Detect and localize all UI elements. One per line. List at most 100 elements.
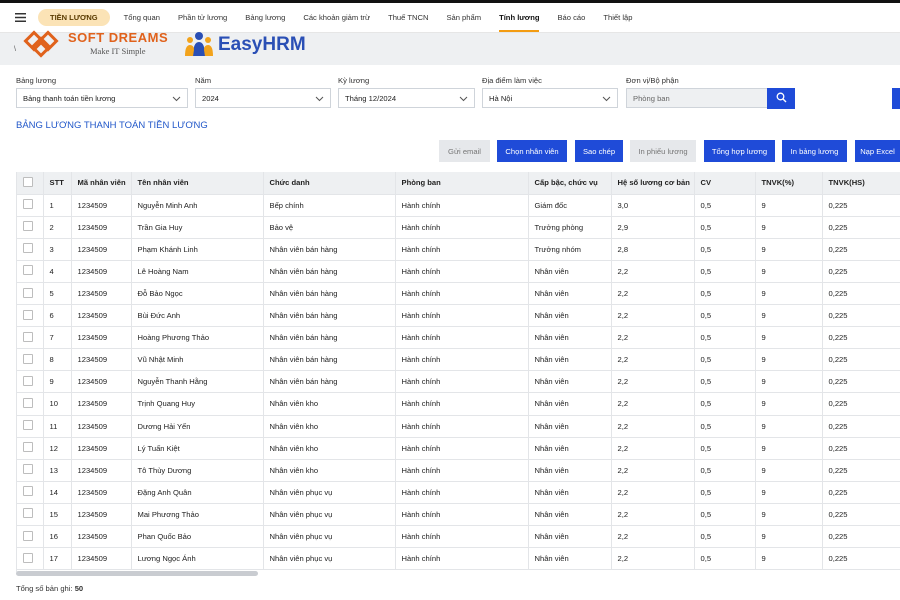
nav-thiet-lap[interactable]: Thiết lập — [603, 13, 633, 22]
cell-cv: 0,5 — [694, 326, 756, 350]
select-all-checkbox[interactable] — [17, 172, 44, 195]
cell-stt: 13 — [43, 459, 72, 482]
sao-chep-button[interactable]: Sao chép — [575, 140, 623, 162]
header-phong-ban[interactable]: Phòng ban — [395, 172, 529, 195]
softdreams-brand: SOFT DREAMS — [68, 30, 169, 45]
row-checkbox[interactable] — [17, 437, 44, 460]
don-vi-input[interactable]: Phòng ban — [626, 88, 768, 108]
table-row[interactable]: 10 1234509 Trịnh Quang Huy Nhân viên kho Hàn… — [17, 392, 900, 416]
menu-icon[interactable] — [6, 3, 34, 33]
table-row[interactable]: 15 1234509 Mai Phương Thảo Nhân viên phục v… — [17, 503, 900, 527]
row-checkbox[interactable] — [17, 238, 44, 261]
table-row[interactable]: 3 1234509 Phạm Khánh Linh Nhân viên bán hàn… — [17, 238, 900, 261]
cell-ma-nhan-vien: 1234509 — [71, 481, 132, 504]
cell-cap-bac: Trưởng nhóm — [528, 238, 612, 261]
row-checkbox[interactable] — [17, 392, 44, 416]
row-checkbox[interactable] — [17, 282, 44, 306]
nav-bang-luong[interactable]: Bảng lương — [245, 13, 286, 22]
horizontal-scrollbar[interactable] — [16, 571, 258, 576]
table-row[interactable]: 14 1234509 Đặng Anh Quân Nhân viên phục vụ H… — [17, 481, 900, 504]
row-checkbox[interactable] — [17, 326, 44, 350]
header-chuc-danh[interactable]: Chức danh — [263, 172, 396, 195]
table-row[interactable]: 6 1234509 Bùi Đức Anh Nhân viên bán hàng Hàn… — [17, 304, 900, 328]
row-checkbox[interactable] — [17, 415, 44, 438]
table-row[interactable]: 13 1234509 Tô Thùy Dương Nhân viên kho Hành … — [17, 459, 900, 482]
table-row[interactable]: 16 1234509 Phan Quốc Bảo Nhân viên phục vụ H… — [17, 525, 900, 549]
header-ten-nhan-vien[interactable]: Tên nhân viên — [131, 172, 264, 195]
row-checkbox[interactable] — [17, 194, 44, 217]
chon-nhan-vien-button[interactable]: Chọn nhân viên — [497, 140, 567, 162]
header-tnvk-hs[interactable]: TNVK(HS) — [822, 172, 900, 195]
checkbox-icon — [23, 508, 33, 519]
row-checkbox[interactable] — [17, 260, 44, 283]
gui-email-button[interactable]: Gửi email — [439, 140, 490, 162]
table-row[interactable]: 5 1234509 Đỗ Bảo Ngọc Nhân viên bán hàng Hàn… — [17, 282, 900, 306]
cell-cap-bac: Nhân viên — [528, 437, 612, 460]
row-checkbox[interactable] — [17, 503, 44, 527]
row-checkbox[interactable] — [17, 525, 44, 549]
cell-he-so-luong: 3,0 — [611, 194, 695, 217]
cell-cv: 0,5 — [694, 282, 756, 306]
module-badge[interactable]: TIỀN LƯƠNG — [38, 9, 110, 26]
header-stt[interactable]: STT — [43, 172, 72, 195]
bang-luong-select[interactable]: Bảng thanh toán tiền lương — [16, 88, 188, 108]
header-tnvk-pct[interactable]: TNVK(%) — [755, 172, 823, 195]
table-row[interactable]: 1 1234509 Nguyễn Minh Anh Bếp chính Hành chí… — [17, 194, 900, 217]
nav-cac-khoan-giam-tru[interactable]: Các khoản giảm trừ — [303, 13, 371, 22]
row-checkbox[interactable] — [17, 216, 44, 239]
header-ma-nhan-vien[interactable]: Mã nhân viên — [71, 172, 132, 195]
cell-tnvk-pct: 9 — [755, 348, 823, 372]
row-checkbox[interactable] — [17, 348, 44, 372]
in-phieu-luong-button[interactable]: In phiếu lương — [630, 140, 696, 162]
cell-tnvk-pct: 9 — [755, 547, 823, 571]
cell-tnvk-hs: 0,225 — [822, 415, 900, 438]
nap-excel-button[interactable]: Nạp Excel — [855, 140, 900, 162]
table-row[interactable]: 7 1234509 Hoàng Phương Thảo Nhân viên bán h… — [17, 326, 900, 350]
table-row[interactable]: 17 1234509 Lương Ngọc Ánh Nhân viên phục vụ… — [17, 547, 900, 571]
table-row[interactable]: 9 1234509 Nguyễn Thanh Hằng Nhân viên bán h… — [17, 370, 900, 394]
table-row[interactable]: 12 1234509 Lý Tuấn Kiệt Nhân viên kho Hành c… — [17, 437, 900, 460]
dia-diem-select[interactable]: Hà Nội — [482, 88, 618, 108]
row-checkbox[interactable] — [17, 370, 44, 394]
payroll-table-container[interactable]: STT Mã nhân viên Tên nhân viên Chức danh… — [16, 172, 900, 572]
cell-he-so-luong: 2,2 — [611, 304, 695, 328]
tong-hop-luong-button[interactable]: Tổng hợp lương — [704, 140, 775, 162]
row-checkbox[interactable] — [17, 304, 44, 328]
in-bang-luong-button[interactable]: In bảng lương — [782, 140, 847, 162]
cell-he-so-luong: 2,2 — [611, 437, 695, 460]
header-cap-bac[interactable]: Cấp bậc, chức vụ — [528, 172, 612, 195]
cell-phong-ban: Hành chính — [395, 326, 529, 350]
input-placeholder: Phòng ban — [633, 93, 670, 103]
header-he-so-luong[interactable]: Hệ số lương cơ bản — [611, 172, 695, 195]
search-button[interactable] — [767, 88, 795, 109]
cell-cv: 0,5 — [694, 481, 756, 504]
table-row[interactable]: 8 1234509 Vũ Nhật Minh Nhân viên bán hàng Hà… — [17, 348, 900, 372]
ky-luong-select[interactable]: Tháng 12/2024 — [338, 88, 475, 108]
row-checkbox[interactable] — [17, 481, 44, 504]
cell-cv: 0,5 — [694, 525, 756, 549]
header-cv[interactable]: CV — [694, 172, 756, 195]
extra-action-button[interactable] — [892, 88, 900, 109]
cell-ten-nhan-vien: Đặng Anh Quân — [131, 481, 264, 504]
checkbox-icon — [23, 375, 33, 386]
cell-chuc-danh: Nhân viên bán hàng — [263, 326, 396, 350]
nav-tong-quan[interactable]: Tổng quan — [123, 13, 160, 22]
nav-phan-tu-luong[interactable]: Phần tử lương — [177, 13, 228, 22]
nav-thue-tncn[interactable]: Thuế TNCN — [388, 13, 429, 22]
table-row[interactable]: 2 1234509 Trần Gia Huy Bảo vệ Hành chính Trưở… — [17, 216, 900, 239]
nav-san-pham[interactable]: Sản phẩm — [446, 13, 482, 22]
cell-chuc-danh: Nhân viên phục vụ — [263, 503, 396, 527]
filter-label: Kỳ lương — [338, 76, 370, 85]
table-row[interactable]: 4 1234509 Lê Hoàng Nam Nhân viên bán hàng Hà… — [17, 260, 900, 283]
row-checkbox[interactable] — [17, 459, 44, 482]
filter-ky-luong: Kỳ lương Tháng 12/2024 — [338, 76, 475, 108]
table-row[interactable]: 11 1234509 Dương Hải Yến Nhân viên kho Hành … — [17, 415, 900, 438]
cell-ten-nhan-vien: Trịnh Quang Huy — [131, 392, 264, 416]
cell-cap-bac: Nhân viên — [528, 481, 612, 504]
nam-select[interactable]: 2024 — [195, 88, 331, 108]
nav-bao-cao[interactable]: Báo cáo — [557, 13, 586, 22]
easyhrm-people-icon — [184, 30, 214, 60]
nav-tinh-luong[interactable]: Tính lương — [499, 9, 540, 32]
cell-phong-ban: Hành chính — [395, 260, 529, 283]
row-checkbox[interactable] — [17, 547, 44, 571]
